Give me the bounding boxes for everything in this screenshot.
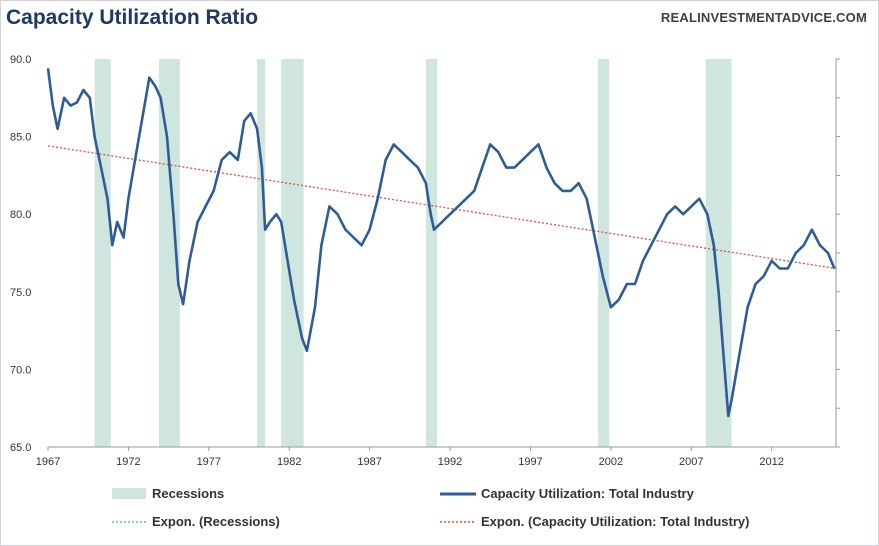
x-tick-label: 1982: [277, 456, 301, 468]
recession-band: [597, 59, 610, 447]
legend-expon-recessions-label: Expon. (Recessions): [152, 514, 280, 529]
recession-band: [425, 59, 438, 447]
x-tick-label: 2012: [759, 456, 783, 468]
recession-band: [158, 59, 180, 447]
legend-recessions-swatch: [112, 488, 146, 499]
y-tick-label: 80.0: [10, 209, 31, 221]
x-tick-label: 2002: [599, 456, 623, 468]
axes: 90.0 85.0 80.0 75.0 70.0 65.0 1967 1972 1977 1982…: [10, 54, 840, 468]
x-tick-label: 1992: [438, 456, 462, 468]
x-tick-label: 2007: [679, 456, 703, 468]
series-group: [46, 68, 836, 418]
x-tick-label: 1967: [36, 456, 60, 468]
trend-line-group: [47, 145, 837, 270]
y-tick-label: 75.0: [10, 287, 31, 299]
y-tick-label: 65.0: [10, 442, 31, 454]
exponential-trend-line: [47, 145, 837, 270]
y-tick-label: 90.0: [10, 54, 31, 66]
recession-band: [94, 59, 111, 447]
source-label: REALINVESTMENTADVICE.COM: [660, 10, 867, 25]
legend-expon-capacity-label: Expon. (Capacity Utilization: Total Indu…: [481, 514, 749, 529]
legend-recessions-label: Recessions: [152, 486, 224, 501]
chart-title: Capacity Utilization Ratio: [6, 6, 259, 29]
y-tick-label: 70.0: [10, 364, 31, 376]
recession-band: [705, 59, 732, 447]
x-tick-label: 1972: [116, 456, 140, 468]
legend: Recessions Capacity Utilization: Total I…: [112, 486, 749, 529]
x-tick-label: 1997: [518, 456, 542, 468]
y-tick-label: 85.0: [10, 132, 31, 144]
x-tick-label: 1977: [197, 456, 221, 468]
recession-band: [257, 59, 266, 447]
recession-band: [281, 59, 304, 447]
recession-bands: [94, 59, 732, 447]
capacity-utilization-line: [46, 68, 836, 418]
x-tick-label: 1987: [357, 456, 381, 468]
legend-capacity-label: Capacity Utilization: Total Industry: [481, 486, 695, 501]
